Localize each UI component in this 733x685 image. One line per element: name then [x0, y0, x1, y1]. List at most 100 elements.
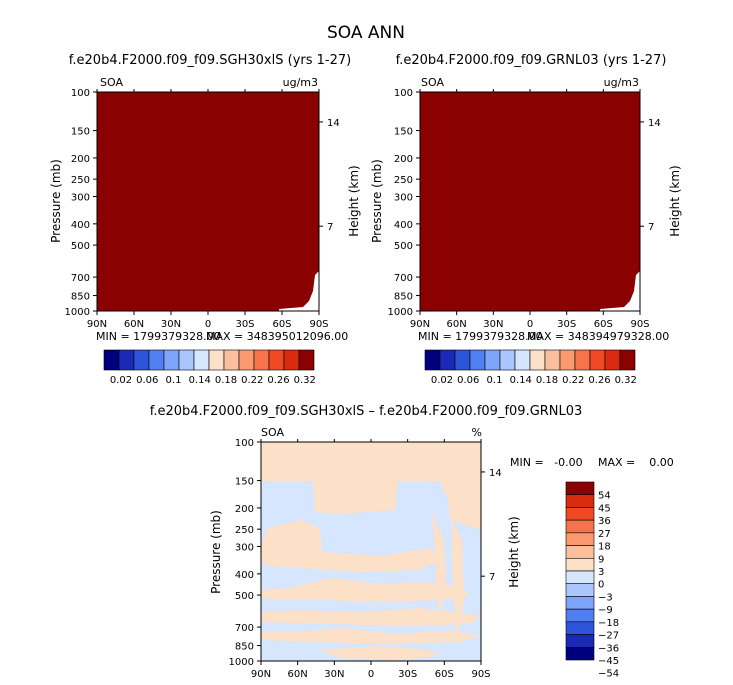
colorbar-cell	[499, 349, 516, 371]
colorbar-cell	[574, 349, 591, 371]
colorbar-label: 0.02	[110, 375, 132, 386]
colorbar-cell	[619, 349, 636, 371]
y-tick-label: 150	[394, 127, 413, 138]
colorbar-cell	[439, 349, 456, 371]
colorbar-label: 0.22	[562, 375, 584, 386]
colorbar-cell	[565, 583, 595, 597]
panel-title: f.e20b4.F2000.f09_f09.GRNL03 (yrs 1-27)	[396, 53, 667, 68]
x-tick-label: 30N	[483, 319, 503, 330]
colorbar-label: 27	[598, 529, 611, 540]
x-tick-label: 30S	[557, 319, 576, 330]
y-tick-label: 700	[394, 273, 413, 284]
y-right-tick-label: 14	[648, 118, 661, 129]
y-axis-right-title: Height (km)	[347, 165, 361, 236]
x-tick-label: 90S	[471, 669, 490, 680]
x-tick-label: 90N	[410, 319, 430, 330]
y-tick-label: 250	[394, 175, 413, 186]
y-tick-label: 850	[235, 642, 254, 653]
max-label: MAX = 348395012096.00	[206, 330, 348, 343]
colorbar-cell	[238, 349, 255, 371]
colorbar-cell	[253, 349, 270, 371]
colorbar-label: 0.26	[267, 375, 289, 386]
field-label: SOA	[421, 76, 444, 89]
x-tick-label: 90N	[251, 669, 271, 680]
colorbar-cell	[148, 349, 165, 371]
colorbar-cell	[559, 349, 576, 371]
colorbar-cell	[298, 349, 315, 371]
colorbar-cell	[133, 349, 150, 371]
colorbar-cell	[565, 608, 595, 623]
x-tick-label: 60S	[272, 319, 291, 330]
colorbar-cell	[424, 349, 441, 371]
x-tick-label: 30S	[235, 319, 254, 330]
panel-title: f.e20b4.F2000.f09_f09.SGH30xlS (yrs 1-27…	[69, 53, 351, 68]
colorbar: 0.02 0.06 0.1 0.14 0.18 0.22 0.26 0.32	[103, 349, 316, 386]
x-tick-label: 30N	[324, 669, 344, 680]
colorbar-cell	[565, 481, 595, 496]
positive-band	[261, 578, 470, 602]
colorbar-label: 54	[598, 491, 611, 502]
contour-plot: 90N 60N 30N 0 30S 60S 90S 100 150 200 250 300 400 500…	[65, 88, 340, 330]
y-tick-label: 150	[235, 477, 254, 488]
colorbar-cell	[193, 349, 210, 371]
colorbar-label: 9	[598, 554, 604, 565]
colorbar-label: 0.18	[536, 375, 558, 386]
colorbar-label: 0.06	[136, 375, 158, 386]
main-title: SOA ANN	[327, 23, 405, 43]
colorbar-label: 0	[598, 580, 604, 591]
y-tick-label: 850	[71, 292, 90, 303]
colorbar-cell	[565, 557, 595, 572]
y-tick-label: 200	[235, 504, 254, 515]
colorbar-cell	[283, 349, 300, 371]
y-tick-label: 100	[71, 88, 90, 99]
x-tick-label: 0	[205, 319, 211, 330]
min-label: MIN = 1799379328.00	[418, 330, 543, 343]
colorbar-cell	[589, 349, 606, 371]
y-tick-label: 300	[235, 542, 254, 553]
x-tick-label: 60N	[124, 319, 144, 330]
colorbar-label: 0.1	[487, 375, 503, 386]
colorbar-cell	[544, 349, 561, 371]
colorbar-cell	[469, 349, 486, 371]
panel-sgh30xls: f.e20b4.F2000.f09_f09.SGH30xlS (yrs 1-27…	[49, 53, 361, 386]
positive-band	[261, 628, 481, 644]
colorbar-label: 45	[598, 503, 611, 514]
colorbar-label: −18	[598, 618, 619, 629]
colorbar-label: 3	[598, 567, 604, 578]
contour-plot: 90N 60N 30N 0 30S 60S 90S 100 150 200 250 300 400 500…	[388, 88, 661, 330]
colorbar-label: −9	[598, 605, 613, 616]
colorbar-cell	[529, 349, 546, 371]
units-label: %	[472, 426, 482, 439]
min-label: MIN = 1799379328.00	[96, 330, 221, 343]
colorbar-cell	[565, 519, 595, 534]
colorbar-cell	[565, 621, 595, 635]
y-tick-label: 250	[235, 525, 254, 536]
x-tick-label: 30S	[398, 669, 417, 680]
colorbar-label: 0.14	[510, 375, 532, 386]
positive-band	[261, 520, 440, 572]
x-tick-label: 90S	[309, 319, 328, 330]
panel-grnl03: f.e20b4.F2000.f09_f09.GRNL03 (yrs 1-27) …	[370, 53, 682, 386]
positive-band	[432, 512, 446, 620]
colorbar-cell	[103, 349, 120, 371]
positive-band	[452, 520, 464, 640]
colorbar-label: −3	[598, 592, 613, 603]
y-tick-label: 500	[235, 591, 254, 602]
colorbar-label: −54	[598, 669, 619, 680]
colorbar-cell	[565, 634, 595, 648]
y-tick-label: 100	[394, 88, 413, 99]
y-tick-label: 500	[71, 241, 90, 252]
field-label: SOA	[100, 76, 123, 89]
positive-band	[261, 608, 481, 626]
x-tick-label: 90N	[87, 319, 107, 330]
y-tick-label: 300	[394, 192, 413, 203]
colorbar-label: −36	[598, 643, 619, 654]
y-axis-title: Pressure (mb)	[49, 159, 63, 243]
units-label: ug/m3	[283, 76, 318, 89]
y-tick-label: 700	[71, 273, 90, 284]
x-tick-label: 0	[527, 319, 533, 330]
max-label: MAX = 0.00	[598, 456, 674, 469]
y-tick-label: 400	[71, 220, 90, 231]
colorbar-cell	[178, 349, 195, 371]
